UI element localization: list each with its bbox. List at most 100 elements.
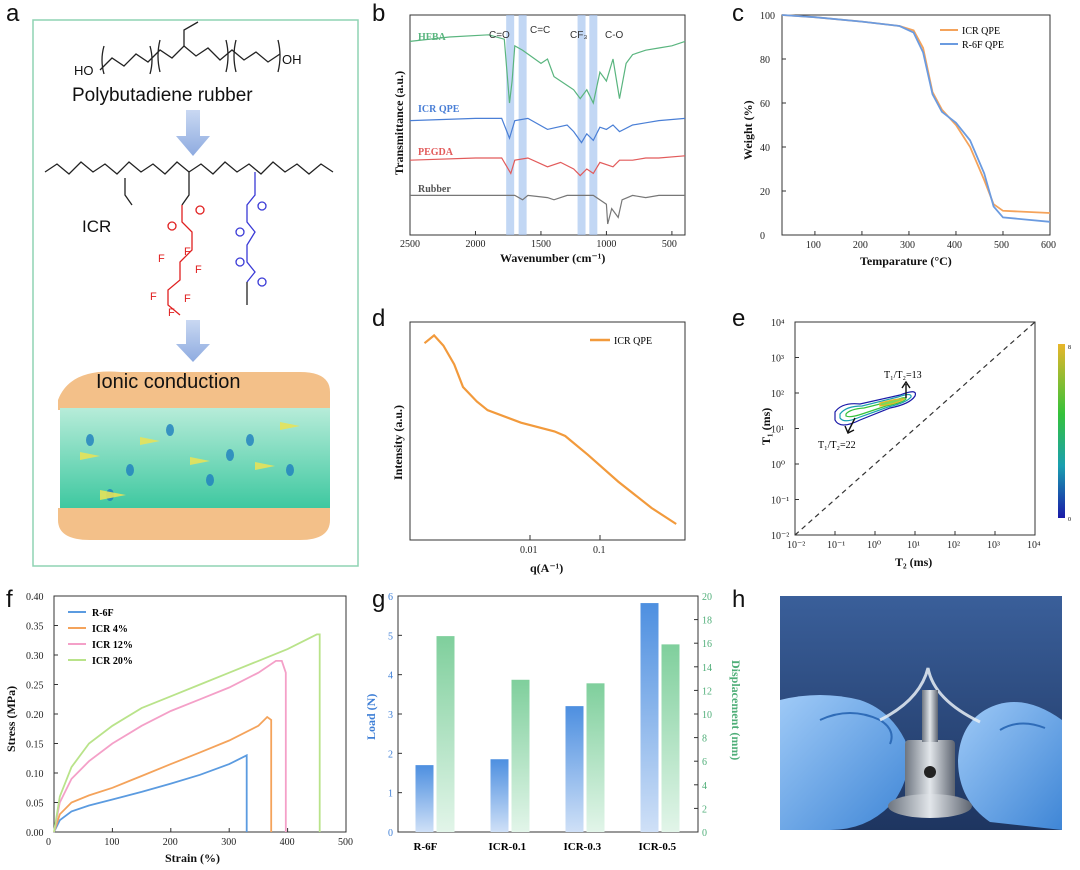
b-xtick-2500: 2500 xyxy=(400,239,420,250)
ir-band-1 xyxy=(518,15,527,235)
series-label-hfba: HFBA xyxy=(418,32,447,43)
f-xtick-200: 200 xyxy=(163,837,178,848)
g-ytick-left-3: 3 xyxy=(388,710,393,721)
ftir-line-pegda xyxy=(409,155,686,177)
b-ylabel: Transmittance (a.u.) xyxy=(392,71,406,175)
fluoro-f-5: F xyxy=(168,307,175,319)
e-colorbar xyxy=(1058,344,1065,518)
c-ytick-0: 0 xyxy=(760,231,765,242)
fluoro-f-6: F xyxy=(184,293,191,305)
c-xtick-600: 600 xyxy=(1041,240,1056,251)
e-diagonal xyxy=(794,321,1036,536)
bar-load-icr-0.3 xyxy=(565,706,584,832)
fluoro-f-4: F xyxy=(150,291,157,303)
c-ytick-100: 100 xyxy=(760,11,775,22)
panel-e: T₁/T₂=13 T₁/T₂=22 10⁻²10⁻² 10⁻¹ 10⁻¹ 10⁰ 10⁰… xyxy=(759,318,1071,569)
e-ylabel: T₁ (ms) xyxy=(759,408,773,445)
ionic-conduction-illustration xyxy=(58,371,330,540)
e-xtick-0: 10⁻² xyxy=(787,540,805,551)
up-arrow-icon xyxy=(901,380,911,398)
g-ylabel-right: Displacement (mm) xyxy=(729,660,743,760)
c-ytick-80: 80 xyxy=(760,55,770,66)
g-ytick-left-4: 4 xyxy=(388,671,393,682)
b-xtick-2000: 2000 xyxy=(465,239,485,250)
panel-b-label: b xyxy=(372,0,386,27)
bar-displacement-icr-0.3 xyxy=(586,683,605,832)
e-ytick-5: 10³ xyxy=(771,354,784,365)
e-ytick-2: 10⁰ xyxy=(771,460,785,471)
e-xtick-1: 10⁻¹ xyxy=(827,540,845,551)
ftir-line-hfba xyxy=(409,34,686,105)
b-xtick-500: 500 xyxy=(662,239,677,250)
g-ytick-right-12: 12 xyxy=(702,686,712,697)
f-legend-icr12: ICR 12% xyxy=(92,640,133,651)
f-ytick-0.2: 0.20 xyxy=(26,710,44,721)
ir-band-0 xyxy=(506,15,515,235)
f-xtick-500: 500 xyxy=(338,837,353,848)
d-ylabel: Intensity (a.u.) xyxy=(391,405,405,480)
g-ytick-right-6: 6 xyxy=(702,757,707,768)
bar-displacement-icr-0.5 xyxy=(661,644,680,832)
band-label-c-o: C-O xyxy=(605,30,624,41)
panel-d: 0.01 0.1 ICR QPE Intensity (a.u.) q(A⁻¹) xyxy=(391,321,686,575)
e-ytick-6: 10⁴ xyxy=(771,318,785,329)
ionic-title: Ionic conduction xyxy=(96,371,241,393)
c-legend-r6f-qpe: R-6F QPE xyxy=(962,40,1004,51)
e-xtick-4: 10² xyxy=(947,540,960,551)
g-category-icr-0.5: ICR-0.5 xyxy=(639,841,677,853)
bar-load-icr-0.1 xyxy=(490,759,509,832)
f-ytick-0.05: 0.05 xyxy=(26,799,44,810)
c-legend: ICR QPE R-6F QPE xyxy=(940,26,1004,51)
panel-c-plot-frame xyxy=(781,14,1051,236)
f-ytick-0.1: 0.10 xyxy=(26,769,44,780)
c-xtick-100: 100 xyxy=(806,240,821,251)
g-ylabel-left: Load (N) xyxy=(364,694,378,740)
e-contour xyxy=(834,391,917,426)
d-xtick-0.1: 0.1 xyxy=(593,545,606,556)
panel-a-frame xyxy=(32,19,359,567)
e-annot-13: T₁/T₂=13 xyxy=(884,370,922,381)
g-ytick-right-18: 18 xyxy=(702,616,712,627)
band-label-cf3: CF₃ xyxy=(570,30,587,41)
f-ytick-0.15: 0.15 xyxy=(26,740,44,751)
ho-label: HO xyxy=(74,63,94,78)
f-ylabel: Stress (MPa) xyxy=(4,686,18,752)
panel-c-label: c xyxy=(732,0,744,27)
icr-label: ICR xyxy=(82,217,111,236)
bar-displacement-r-6f xyxy=(436,636,455,832)
f-legend-icr20: ICR 20% xyxy=(92,656,133,667)
g-ytick-left-5: 5 xyxy=(388,631,393,642)
g-ytick-right-20: 20 xyxy=(702,592,712,603)
stress-line-icr-4- xyxy=(53,715,273,833)
panel-e-label: e xyxy=(732,305,746,332)
e-colorbar-max: 8 xyxy=(1068,345,1071,351)
panel-h-photo xyxy=(780,596,1062,830)
polymer-film-icon xyxy=(879,667,981,724)
b-xtick-1500: 1500 xyxy=(531,239,551,250)
down-arrow-icon xyxy=(176,320,210,362)
ir-band-3 xyxy=(589,15,598,235)
ftir-line-icr-qpe xyxy=(409,117,686,144)
g-ytick-left-0: 0 xyxy=(388,828,393,839)
series-label-icr-qpe: ICR QPE xyxy=(418,104,460,115)
bar-load-icr-0.5 xyxy=(640,603,659,832)
f-ytick-0: 0.00 xyxy=(26,828,44,839)
band-label-cc: C=C xyxy=(530,25,550,36)
e-ytick-1: 10⁻¹ xyxy=(771,496,789,507)
fluoro-f-2: F xyxy=(184,246,191,258)
ftir-line-rubber xyxy=(410,194,685,225)
f-xtick-100: 100 xyxy=(104,837,119,848)
panel-d-label: d xyxy=(372,305,386,332)
e-ytick-3: 10¹ xyxy=(771,425,784,436)
bar-load-r-6f xyxy=(415,765,434,832)
ir-band-2 xyxy=(577,15,586,235)
e-annot-22: T₁/T₂=22 xyxy=(818,440,856,451)
panel-a-label: a xyxy=(6,0,20,27)
f-legend-r6f: R-6F xyxy=(92,608,114,619)
f-xlabel: Strain (%) xyxy=(165,851,220,865)
panel-d-plot-frame xyxy=(409,321,686,541)
d-xlabel: q(A⁻¹) xyxy=(530,561,563,575)
panel-b: 2500 2000 1500 1000 500 C=O C=C CF₃ C-O HFBA… xyxy=(392,14,686,265)
f-legend-icr4: ICR 4% xyxy=(92,624,128,635)
